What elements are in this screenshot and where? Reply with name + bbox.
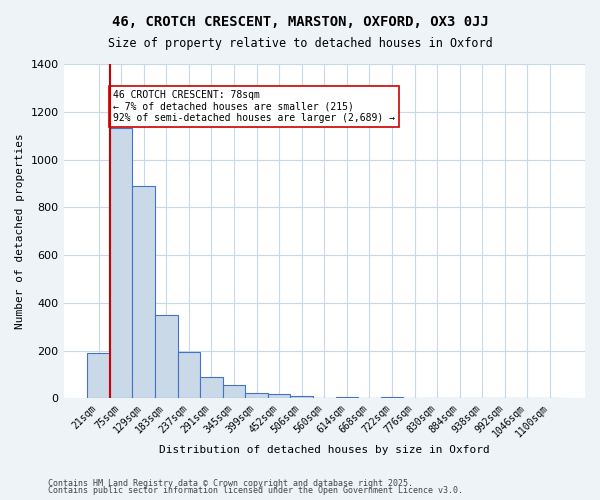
Bar [223, 386, 245, 398]
Text: 46, CROTCH CRESCENT, MARSTON, OXFORD, OX3 0JJ: 46, CROTCH CRESCENT, MARSTON, OXFORD, OX… [112, 15, 488, 29]
Bar [200, 377, 223, 398]
Bar [335, 396, 358, 398]
Bar [155, 315, 178, 398]
Text: 46 CROTCH CRESCENT: 78sqm
← 7% of detached houses are smaller (215)
92% of semi-: 46 CROTCH CRESCENT: 78sqm ← 7% of detach… [113, 90, 395, 124]
Bar [110, 128, 133, 398]
Bar [381, 396, 403, 398]
Bar [178, 352, 200, 399]
Y-axis label: Number of detached properties: Number of detached properties [15, 134, 25, 329]
Bar [133, 186, 155, 398]
Bar [87, 353, 110, 399]
Text: Contains public sector information licensed under the Open Government Licence v3: Contains public sector information licen… [48, 486, 463, 495]
Bar [290, 396, 313, 398]
Bar [268, 394, 290, 398]
X-axis label: Distribution of detached houses by size in Oxford: Distribution of detached houses by size … [159, 445, 490, 455]
Bar [245, 393, 268, 398]
Text: Size of property relative to detached houses in Oxford: Size of property relative to detached ho… [107, 38, 493, 51]
Text: Contains HM Land Registry data © Crown copyright and database right 2025.: Contains HM Land Registry data © Crown c… [48, 478, 413, 488]
